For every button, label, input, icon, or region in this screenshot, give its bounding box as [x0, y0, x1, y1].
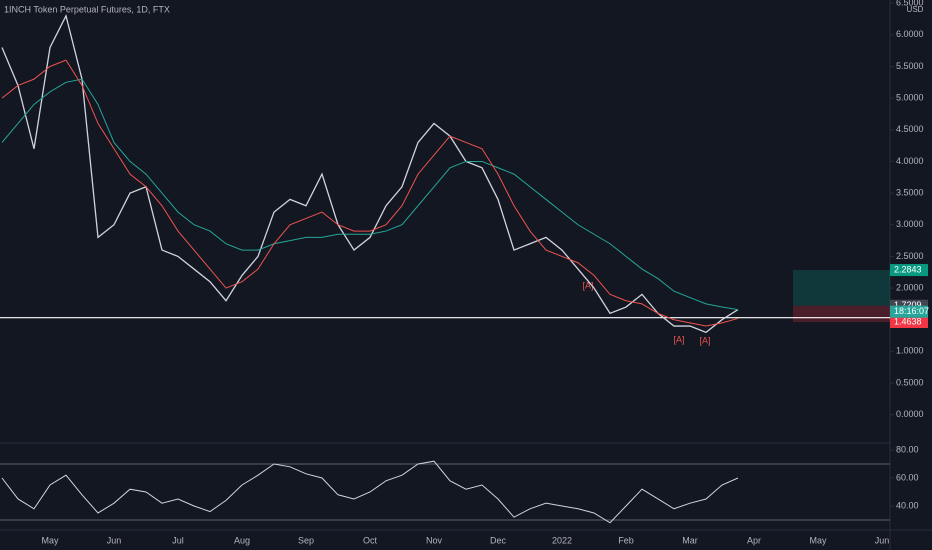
x-tick-label: Oct [363, 535, 378, 545]
y-tick-label: 4.0000 [896, 156, 924, 166]
y-tick-label: 4.5000 [896, 124, 924, 134]
line-series [1, 13, 739, 334]
y-tick-label: 3.0000 [896, 219, 924, 229]
line-series [1, 78, 739, 311]
x-tick-label: Aug [234, 535, 250, 545]
annotation: [A] [673, 334, 684, 344]
x-tick-label: 2022 [552, 535, 572, 545]
x-tick-label: May [809, 535, 827, 545]
annotation: [A] [582, 280, 593, 290]
x-tick-label: Sep [298, 535, 314, 545]
rsi-tick-label: 60.00 [896, 472, 919, 482]
y-tick-label: 5.0000 [896, 93, 924, 103]
x-tick-label: Feb [618, 535, 634, 545]
position-profit [793, 270, 890, 306]
rsi-tick-label: 80.00 [896, 444, 919, 454]
y-tick-label: 3.5000 [896, 187, 924, 197]
price-tag-label: 1.4638 [894, 316, 922, 326]
chart-title: 1INCH Token Perpetual Futures, 1D, FTX [4, 4, 170, 14]
x-tick-label: Nov [426, 535, 443, 545]
x-tick-label: Jul [172, 535, 184, 545]
y-tick-label: 0.5000 [896, 377, 924, 387]
price-tag [890, 264, 928, 277]
x-tick-label: Jun [107, 535, 122, 545]
position-loss [793, 305, 890, 323]
rsi-tick-label: 40.00 [896, 500, 919, 510]
y-tick-label: 2.0000 [896, 282, 924, 292]
x-tick-label: May [41, 535, 59, 545]
line-series [1, 460, 739, 524]
price-tag [890, 316, 928, 329]
x-tick-label: Jun [875, 535, 890, 545]
annotation: [A] [699, 335, 710, 345]
currency: USD [907, 5, 924, 14]
y-tick-label: 2.5000 [896, 251, 924, 261]
line-series [1, 59, 739, 327]
y-tick-label: 6.5000 [896, 0, 924, 8]
countdown: 18:16:07 [894, 306, 929, 316]
x-tick-label: Mar [682, 535, 698, 545]
y-tick-label: 6.0000 [896, 29, 924, 39]
countdown-tag [890, 305, 928, 318]
x-tick-label: Apr [747, 535, 761, 545]
price-tag-label: 1.7209 [894, 300, 922, 310]
price-tag-label: 2.2843 [894, 264, 922, 274]
y-tick-label: 0.0000 [896, 409, 924, 419]
y-tick-label: 5.5000 [896, 61, 924, 71]
y-tick-label: 1.0000 [896, 346, 924, 356]
x-tick-label: Dec [490, 535, 507, 545]
